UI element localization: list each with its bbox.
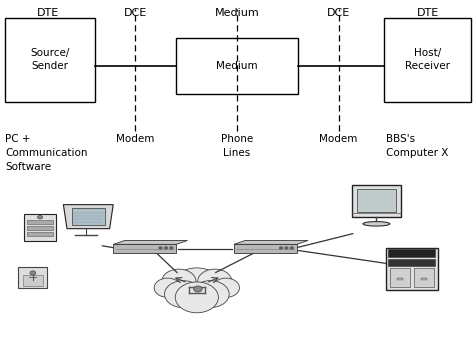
Text: Software: Software: [5, 162, 52, 173]
Circle shape: [30, 271, 36, 275]
Bar: [27, 220, 53, 224]
Bar: [27, 233, 53, 236]
Bar: [397, 278, 403, 280]
Bar: [390, 268, 410, 287]
Text: PC +: PC +: [5, 134, 31, 144]
Text: Medium: Medium: [215, 7, 259, 18]
Polygon shape: [113, 244, 176, 253]
Bar: [388, 249, 436, 257]
Text: Source/
Sender: Source/ Sender: [31, 48, 70, 72]
Text: BBS's: BBS's: [386, 134, 415, 144]
Bar: [388, 259, 436, 266]
Circle shape: [212, 278, 239, 297]
Bar: [352, 185, 401, 217]
Text: Host/
Receiver: Host/ Receiver: [405, 48, 450, 72]
Bar: [386, 248, 438, 290]
Bar: [23, 276, 43, 286]
Polygon shape: [234, 240, 308, 244]
Circle shape: [164, 281, 202, 307]
Text: Medium: Medium: [216, 61, 258, 71]
Circle shape: [193, 286, 202, 292]
Bar: [414, 268, 434, 287]
Polygon shape: [234, 244, 297, 253]
Circle shape: [164, 247, 168, 249]
Bar: [72, 208, 105, 225]
Polygon shape: [113, 240, 188, 244]
Text: DCE: DCE: [124, 7, 147, 18]
Bar: [356, 189, 396, 212]
Circle shape: [285, 247, 288, 249]
Text: Modem: Modem: [319, 134, 358, 144]
Circle shape: [290, 247, 293, 249]
Ellipse shape: [363, 222, 390, 226]
Text: Computer X: Computer X: [386, 148, 448, 158]
Bar: [27, 226, 53, 230]
Text: DCE: DCE: [327, 7, 350, 18]
Bar: [18, 267, 47, 288]
Circle shape: [173, 268, 220, 301]
Circle shape: [154, 278, 181, 297]
Bar: [421, 278, 427, 280]
Text: Lines: Lines: [223, 148, 251, 158]
Bar: [5, 18, 95, 102]
Text: DTE: DTE: [417, 7, 439, 18]
Bar: [383, 18, 471, 102]
Polygon shape: [64, 205, 113, 229]
Circle shape: [279, 247, 283, 249]
Circle shape: [198, 269, 232, 294]
Circle shape: [159, 247, 163, 249]
Text: Communication: Communication: [5, 148, 88, 158]
Text: Modem: Modem: [116, 134, 155, 144]
Text: DTE: DTE: [37, 7, 59, 18]
Circle shape: [37, 215, 43, 219]
Bar: [24, 214, 56, 241]
Text: Phone: Phone: [221, 134, 253, 144]
Circle shape: [170, 247, 173, 249]
Circle shape: [175, 282, 219, 313]
Circle shape: [162, 269, 196, 294]
Bar: [175, 38, 299, 94]
Circle shape: [191, 281, 229, 307]
